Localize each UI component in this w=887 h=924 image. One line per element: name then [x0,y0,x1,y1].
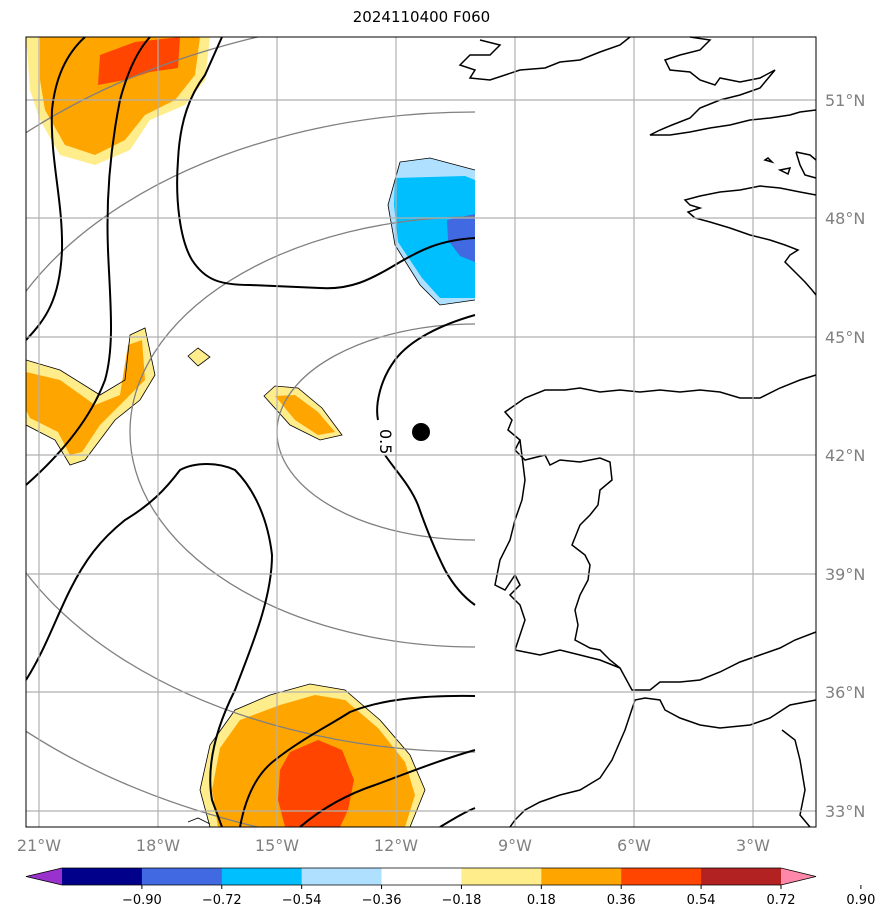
anomaly-outline [387,157,476,306]
strong-positive-anomaly-region [278,740,354,827]
longitude-labels: 21°W 18°W 15°W 12°W 9°W 6°W 3°W [17,836,770,855]
map-frame [25,36,817,828]
contour-line [26,37,151,486]
lon-label: 6°W [617,836,651,855]
colorbar-extend-high [781,868,816,885]
coastlines [458,36,817,828]
strong-negative-anomaly-region [447,214,475,262]
anomaly-outline [26,327,156,466]
coastline-north-africa-east [781,729,811,828]
colorbar-tick-label: 0.36 [607,893,636,908]
positive-anomaly-region [275,395,335,435]
colorbar-tick-label: 0.54 [687,893,716,908]
lat-label: 39°N [825,565,865,584]
lon-label: 12°W [374,836,418,855]
anomaly-outline [187,817,211,825]
lat-label: 42°N [825,446,865,465]
contour-line [26,37,86,341]
colorbar-tick-label: −0.18 [442,893,482,908]
lat-label: 33°N [825,802,865,821]
coastline-britain [649,36,817,136]
colorbar-segment [62,868,143,885]
negative-anomaly-region [394,176,475,298]
coastline-normandy [795,151,817,179]
latitude-labels: 51°N 48°N 45°N 42°N 39°N 36°N 33°N [825,91,865,821]
strong-positive-anomaly-region [98,37,180,85]
coastline-portugal-south [514,649,621,669]
colorbar-tick-label: −0.72 [202,893,242,908]
colorbar-segment [381,868,462,885]
coastline-small-island [763,157,775,164]
coastline-iberia [503,374,817,691]
contour-label: 0.5 [376,429,395,454]
shaded-anomaly-fields [26,37,475,827]
anomaly-outlines [26,157,476,827]
contour-line [376,314,476,606]
contour-lines [26,37,476,827]
coastline-france [683,185,817,296]
colorbar-outline [25,867,817,886]
positive-anomaly-region [188,348,210,366]
lon-label: 18°W [136,836,180,855]
colorbar-segment [141,868,223,885]
graticule [26,37,816,827]
contour-line [26,463,274,827]
contour-line [439,807,476,827]
colorbar-tick-label: −0.36 [362,893,402,908]
lon-label: 3°W [736,836,770,855]
colorbar: −0.90 −0.72 −0.54 −0.36 −0.18 0.18 0.36 0.54 0.7… [25,867,875,908]
lon-label: 21°W [17,836,61,855]
map-plot-area [26,37,816,827]
colorbar-segment [461,868,542,885]
colorbar-tick-label: −0.54 [282,893,322,908]
colorbar-segment [621,868,702,885]
coastline-portugal-west [494,439,526,651]
anomaly-outline [199,683,426,827]
location-marker [412,423,430,441]
data-domain-mask [475,37,816,827]
colorbar-tick-label: 0.18 [527,893,556,908]
anomaly-outline [263,385,343,441]
contour-line [239,694,476,827]
coastline-ireland [458,36,631,81]
anomaly-outline [187,347,211,367]
colorbar-tick-label: −0.90 [122,893,162,908]
colorbar-segment [701,868,782,885]
colorbar-tick-label: 0.90 [846,893,875,908]
colorbar-segment [301,868,383,885]
lat-label: 36°N [825,683,865,702]
contour-line [176,37,476,290]
colorbar-segment [541,868,622,885]
coastline-north-africa [509,697,817,828]
lon-label: 9°W [498,836,532,855]
colorbar-segment [221,868,303,885]
coastline-channel-island [777,167,792,176]
colorbar-tick-label: 0.72 [767,893,796,908]
lon-label: 15°W [255,836,299,855]
lat-label: 48°N [825,209,865,228]
map-title: 2024110400 F060 [352,8,491,26]
positive-anomaly-region [26,340,145,455]
lat-label: 45°N [825,328,865,347]
lat-label: 51°N [825,91,865,110]
colorbar-extend-low [26,868,62,885]
